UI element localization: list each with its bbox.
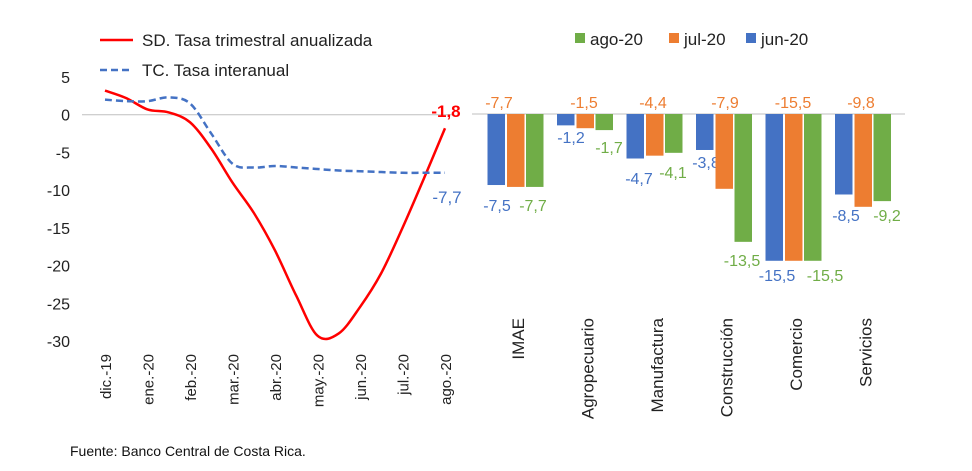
bar-value-label-jul-20: -7,7	[485, 95, 513, 112]
bar-servicios-jul-20	[854, 114, 872, 207]
line-x-tick-label: feb.-20	[183, 354, 200, 401]
bar-servicios-jun-20	[835, 114, 853, 195]
bar-value-label-ago-20: -1,7	[595, 140, 623, 157]
bar-category-label: Manufactura	[648, 317, 667, 412]
bar-servicios-ago-20	[873, 114, 891, 202]
bar-value-label-jun-20: -4,7	[625, 171, 653, 188]
bar-construcción-jul-20	[715, 114, 733, 189]
bar-imae-ago-20	[526, 114, 544, 187]
bar-manufactura-jun-20	[626, 114, 644, 159]
line-x-tick-label: jul.-20	[396, 354, 413, 396]
bar-value-label-jun-20: -8,5	[832, 208, 860, 225]
line-x-tick-label: abr.-20	[268, 354, 285, 401]
bar-value-label-jun-20: -7,5	[483, 198, 511, 215]
line-series-sd	[104, 89, 447, 341]
legend-swatch-jul-20	[669, 33, 679, 43]
bar-category-label: Comercio	[787, 318, 806, 391]
line-y-tick-label: 0	[61, 108, 70, 125]
bar-value-label-jul-20: -7,9	[711, 95, 739, 112]
line-x-tick-label: mar.-20	[226, 354, 243, 405]
line-y-tick-label: -15	[47, 221, 70, 238]
legend-label-tc: TC. Tasa interanual	[142, 61, 289, 80]
bar-category-label: Construcción	[718, 318, 737, 417]
line-x-tick-label: may.-20	[311, 354, 328, 407]
bar-value-label-ago-20: -7,7	[519, 198, 547, 215]
bar-value-label-ago-20: -13,5	[724, 253, 761, 270]
legend-swatch-ago-20	[575, 33, 585, 43]
line-end-label-tc: -7,7	[432, 188, 461, 207]
line-series-tc	[104, 96, 445, 175]
line-y-tick-label: -20	[47, 259, 70, 276]
bar-construcción-jun-20	[696, 114, 714, 150]
bar-construcción-ago-20	[734, 114, 752, 242]
bar-category-label: IMAE	[509, 318, 528, 360]
line-y-tick-label: -5	[56, 145, 70, 162]
bar-value-label-jul-20: -1,5	[570, 95, 598, 112]
bar-value-label-jul-20: -4,4	[639, 95, 667, 112]
bar-comercio-jul-20	[785, 114, 803, 261]
bar-value-label-ago-20: -9,2	[873, 208, 901, 225]
line-end-label-sd: -1,8	[431, 102, 460, 121]
bar-agropecuario-jul-20	[576, 114, 594, 129]
bar-value-label-jul-20: -15,5	[775, 95, 812, 112]
line-x-tick-label: ene.-20	[141, 354, 158, 405]
line-x-tick-label: ago.-20	[438, 354, 455, 405]
source-note: Fuente: Banco Central de Costa Rica.	[70, 443, 306, 459]
legend-swatch-jun-20	[746, 33, 756, 43]
line-y-tick-label: -10	[47, 183, 70, 200]
legend-label-ago-20: ago-20	[590, 30, 643, 49]
bar-value-label-jun-20: -1,2	[557, 130, 585, 147]
bar-comercio-jun-20	[765, 114, 783, 261]
line-y-tick-label: -25	[47, 296, 70, 313]
legend-label-jul-20: jul-20	[683, 30, 726, 49]
bar-value-label-jun-20: -3,8	[692, 155, 720, 172]
bar-imae-jul-20	[507, 114, 525, 187]
line-y-tick-label: -30	[47, 334, 70, 351]
bar-manufactura-ago-20	[665, 114, 683, 153]
line-x-tick-label: jun.-20	[353, 354, 370, 401]
line-x-tick-label: dic.-19	[98, 354, 115, 399]
bar-imae-jun-20	[487, 114, 505, 186]
legend-label-jun-20: jun-20	[760, 30, 808, 49]
line-y-tick-label: 5	[61, 70, 70, 87]
bar-category-label: Agropecuario	[579, 318, 598, 419]
legend-label-sd: SD. Tasa trimestral anualizada	[142, 31, 373, 50]
bar-value-label-jul-20: -9,8	[847, 95, 875, 112]
bar-comercio-ago-20	[804, 114, 822, 261]
bar-value-label-jun-20: -15,5	[759, 268, 796, 285]
bar-value-label-ago-20: -4,1	[659, 165, 687, 182]
bar-agropecuario-jun-20	[557, 114, 575, 126]
bar-value-label-ago-20: -15,5	[807, 268, 844, 285]
bar-agropecuario-ago-20	[595, 114, 613, 131]
bar-category-label: Servicios	[857, 318, 876, 387]
bar-manufactura-jul-20	[646, 114, 664, 156]
